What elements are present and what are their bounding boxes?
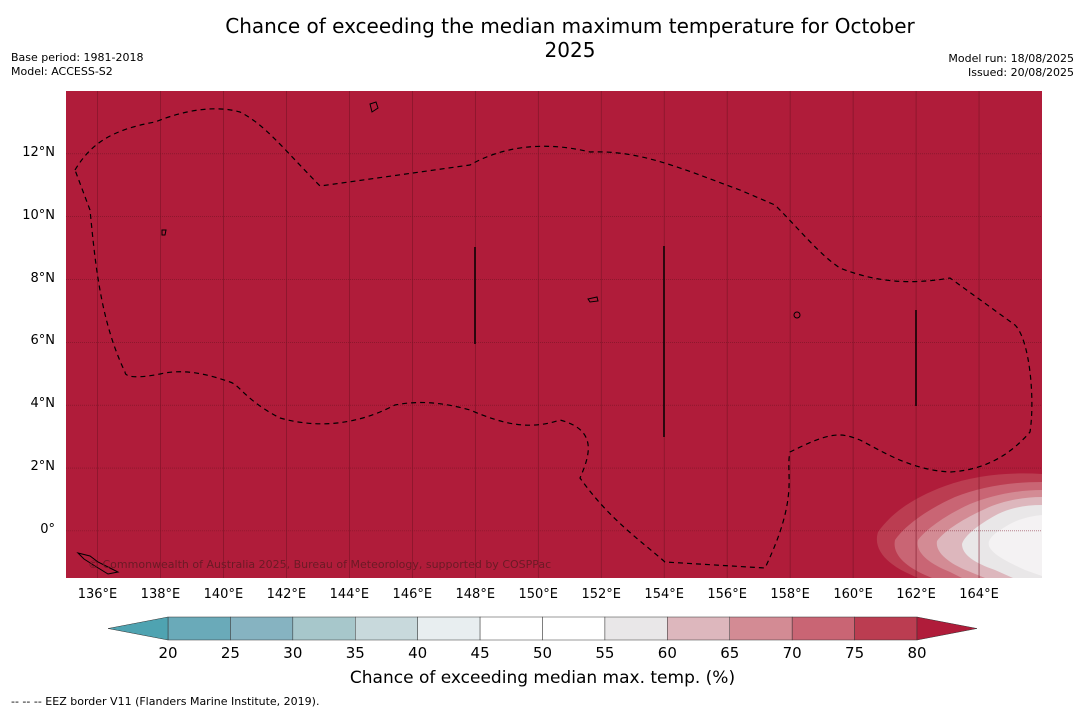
colorbar-segment [292, 616, 356, 641]
lon-tick-label: 142°E [266, 587, 307, 602]
colorbar-tick-label: 80 [907, 644, 927, 662]
colorbar-segment [604, 616, 668, 641]
lon-tick-label: 162°E [896, 587, 936, 602]
issued-text: Issued: 20/08/2025 [967, 66, 1074, 79]
lon-tick-label: 148°E [455, 587, 496, 602]
colorbar-segments [107, 616, 978, 641]
colorbar-tick-label: 55 [595, 644, 615, 662]
lat-tick-label: 10°N [22, 207, 55, 223]
colorbar-tick-label: 50 [532, 644, 553, 662]
lon-tick-label: 138°E [140, 587, 181, 602]
lat-tick-label: 6°N [30, 333, 56, 349]
meta-left: Base period: 1981-2018 Model: ACCESS-S2 [11, 51, 143, 79]
lat-tick-label: 4°N [30, 396, 56, 412]
contour-50 [988, 515, 1042, 576]
colorbar-segment [667, 616, 730, 641]
lon-tick-label: 156°E [707, 587, 747, 602]
vertical-markers [474, 246, 917, 437]
colorbar-tick-label: 45 [470, 644, 490, 662]
colorbar-segment [729, 616, 793, 641]
meta-right: Model run: 18/08/2025 Issued: 20/08/2025 [948, 52, 1074, 80]
colorbar-tick-label: 75 [845, 644, 865, 662]
island-shape [369, 101, 379, 113]
colorbar-tick-label: 70 [782, 644, 802, 662]
colorbar-segment [417, 616, 481, 641]
colorbar-segment [479, 616, 543, 641]
lon-tick-label: 154°E [644, 587, 684, 602]
lat-tick-label: 8°N [30, 270, 56, 286]
map-title: Chance of exceeding the median maximum t… [225, 14, 915, 62]
model-run-text: Model run: 18/08/2025 [948, 52, 1074, 65]
colorbar-tick-label: 60 [657, 644, 677, 662]
map-background [66, 91, 1042, 578]
colorbar-under-arrow [107, 616, 169, 641]
copyright-text: © Commonwealth of Australia 2025, Bureau… [88, 558, 552, 571]
colorbar-segment [355, 616, 418, 641]
colorbar-segment [854, 616, 918, 641]
colorbar-tick-label: 35 [345, 644, 365, 662]
model-text: Model: ACCESS-S2 [11, 65, 113, 78]
lon-tick-label: 146°E [392, 587, 433, 602]
island-shape [161, 229, 167, 236]
colorbar-tick-label: 65 [720, 644, 740, 662]
colorbar-segment [230, 616, 294, 641]
island-shape [587, 296, 599, 303]
colorbar-segment [167, 616, 231, 641]
colorbar-tick-label: 30 [283, 644, 303, 662]
lon-tick-label: 158°E [770, 587, 810, 602]
island-shape [76, 552, 120, 575]
colorbar-over-arrow [916, 616, 978, 641]
colorbar-label: Chance of exceeding median max. temp. (%… [349, 668, 736, 688]
colorbar-tick-label: 20 [158, 644, 178, 662]
anomaly-patch [876, 473, 1042, 578]
lon-tick-label: 140°E [203, 587, 244, 602]
colorbar-segment [791, 616, 855, 641]
colorbar-segment [542, 616, 606, 641]
lon-tick-label: 152°E [581, 587, 621, 602]
eez-footer-note: -- -- -- EEZ border V11 (Flanders Marine… [11, 695, 320, 708]
lon-tick-label: 136°E [77, 587, 118, 602]
islands [76, 101, 801, 575]
lat-tick-label: 2°N [30, 459, 56, 475]
base-period-text: Base period: 1981-2018 [11, 51, 144, 64]
island-shape [793, 311, 801, 319]
lon-tick-label: 144°E [329, 587, 370, 602]
eez-border-line [74, 108, 1033, 569]
lat-tick-label: 12°N [22, 144, 55, 160]
lon-tick-label: 160°E [833, 587, 873, 602]
eez-border [74, 108, 1033, 569]
colorbar-tick-label: 40 [408, 644, 428, 662]
colorbar-tick-label: 25 [220, 644, 240, 662]
lon-tick-label: 164°E [959, 587, 999, 602]
lon-tick-label: 150°E [518, 587, 559, 602]
lat-tick-label: 0° [40, 521, 55, 537]
